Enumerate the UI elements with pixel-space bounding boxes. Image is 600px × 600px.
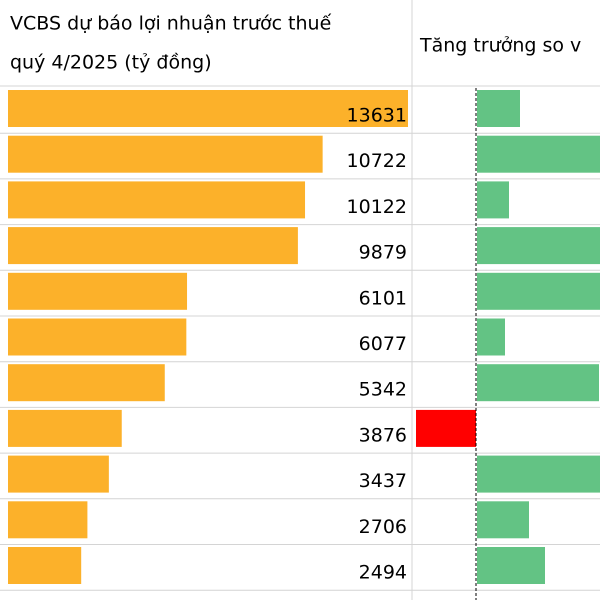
profit-value: 6101 bbox=[359, 287, 407, 309]
profit-bar bbox=[8, 409, 122, 447]
growth-bar bbox=[477, 501, 529, 539]
profit-value: 2706 bbox=[359, 516, 407, 538]
profit-value: 2494 bbox=[359, 562, 407, 584]
profit-value: 13631 bbox=[347, 105, 407, 127]
profit-bar bbox=[8, 364, 165, 402]
profit-bar bbox=[8, 227, 298, 265]
profit-bar bbox=[8, 318, 187, 356]
profit-bar bbox=[8, 501, 88, 539]
profit-value: 3437 bbox=[359, 470, 407, 492]
growth-bar bbox=[477, 181, 509, 219]
growth-bar bbox=[477, 272, 600, 310]
profit-value: 3876 bbox=[359, 424, 407, 446]
growth-bar bbox=[416, 409, 476, 447]
profit-bar bbox=[8, 90, 408, 127]
profit-bar bbox=[8, 272, 188, 310]
growth-bar bbox=[477, 547, 545, 584]
growth-header: Tăng trưởng so v bbox=[419, 35, 581, 57]
profit-bar bbox=[8, 135, 323, 173]
growth-bar bbox=[477, 135, 600, 173]
growth-bar bbox=[477, 364, 599, 402]
profit-value: 10722 bbox=[347, 150, 407, 172]
profit-value: 9879 bbox=[359, 242, 407, 264]
growth-bar bbox=[477, 455, 600, 493]
growth-bar bbox=[477, 90, 520, 127]
growth-bar bbox=[477, 227, 600, 265]
profit-header-line: VCBS dự báo lợi nhuận trước thuế bbox=[10, 13, 332, 35]
profit-bar bbox=[8, 547, 82, 584]
profit-value: 6077 bbox=[359, 333, 407, 355]
profit-bar bbox=[8, 181, 306, 219]
profit-bar bbox=[8, 455, 109, 493]
profit-value: 5342 bbox=[359, 379, 407, 401]
growth-bar bbox=[477, 318, 505, 356]
profit-header-line: quý 4/2025 (tỷ đồng) bbox=[10, 52, 212, 74]
profit-value: 10122 bbox=[347, 196, 407, 218]
